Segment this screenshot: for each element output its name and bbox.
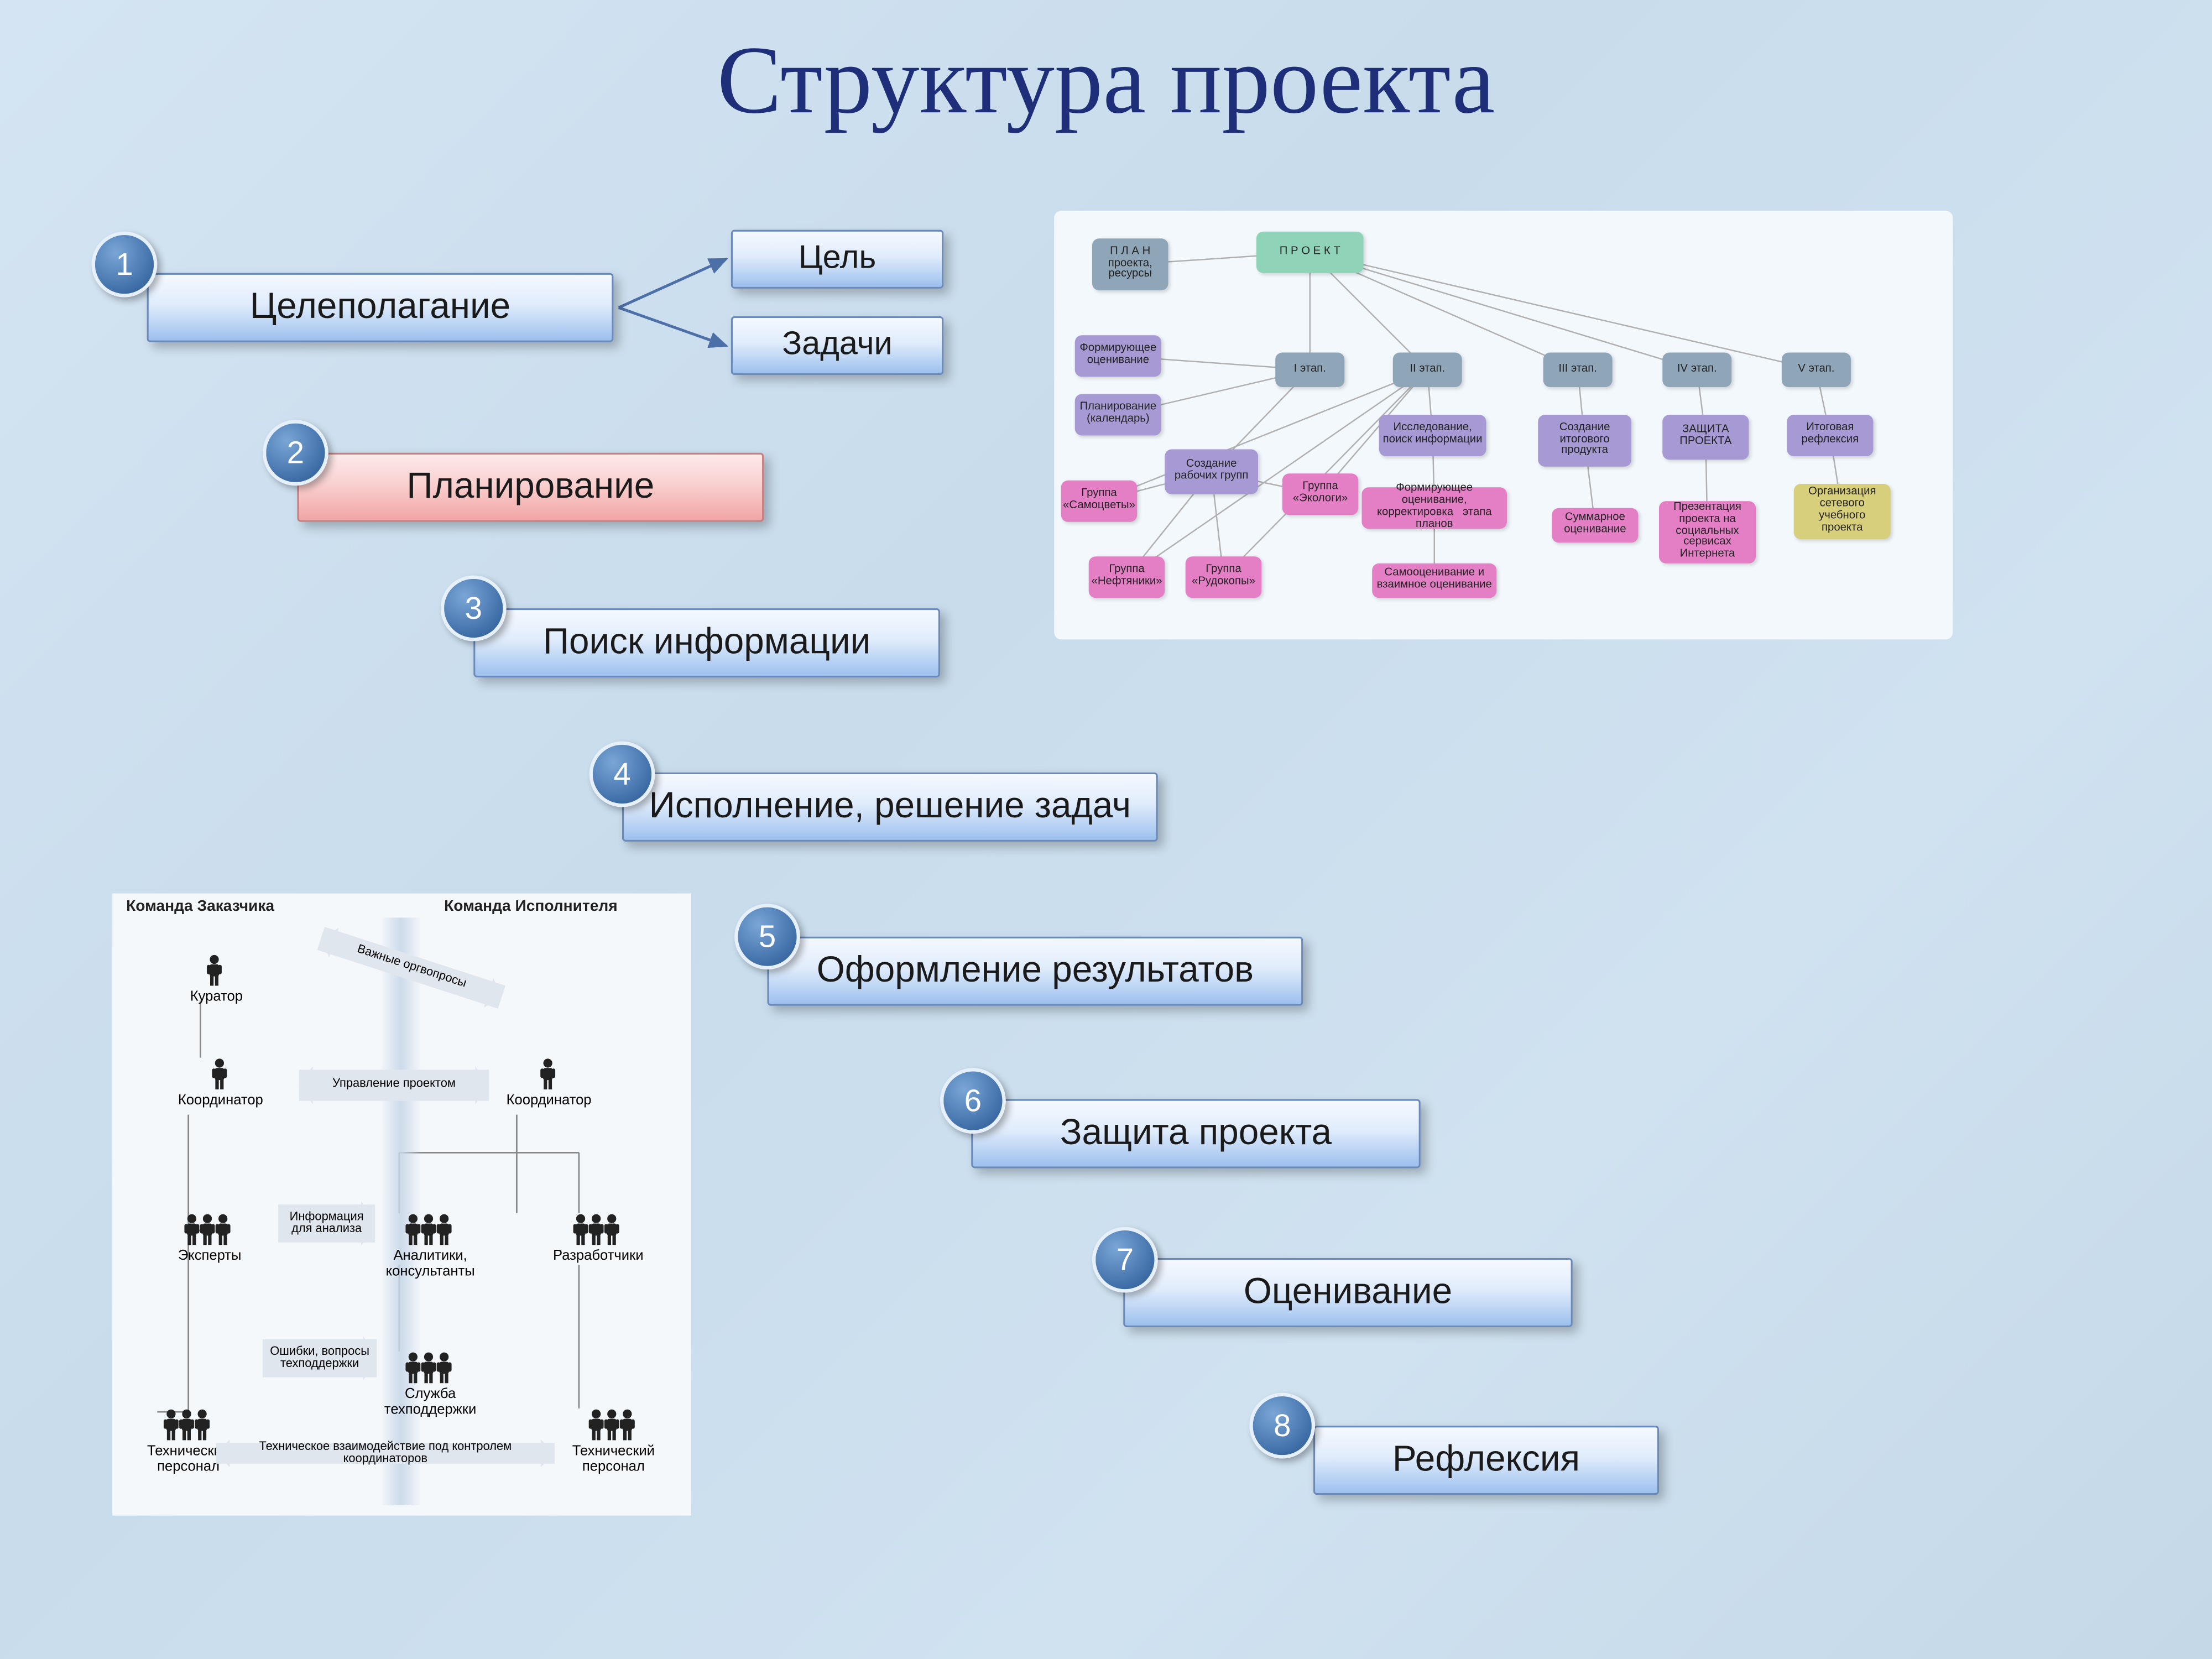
bl-role-experts: Эксперты <box>178 1213 242 1265</box>
tr-node-self: Самооценивание и взаимное оценивание <box>1372 564 1496 598</box>
tr-node-def: ЗАЩИТА ПРОЕКТА <box>1662 415 1749 460</box>
tr-node-plan2: Планирование (календарь) <box>1075 394 1161 436</box>
slide-root: Структура проекта 1Целеполагание2Планиро… <box>0 0 2212 1659</box>
bl-arrow: Техническое взаимодействие под контролем… <box>216 1443 555 1464</box>
step-box-5: Оформление результатов <box>768 937 1303 1006</box>
bl-header-0: Команда Заказчика <box>126 897 274 914</box>
bl-arrow: Управление проектом <box>299 1070 489 1100</box>
step-box-7: Оценивание <box>1123 1258 1573 1327</box>
mini-diagram-top-right: П Л А Н проекта, ресурсы П Р О Е К Т Форми… <box>1054 211 1953 639</box>
bl-role-curator: Куратор <box>190 954 243 1005</box>
tr-node-create: Создание рабочих групп <box>1165 450 1258 494</box>
step-box-6: Защита проекта <box>971 1099 1421 1168</box>
bl-arrow: Ошибки, вопросы техподдержки <box>263 1339 377 1378</box>
tr-node-proj: П Р О Е К Т <box>1256 232 1364 273</box>
step-circle-8: 8 <box>1249 1393 1315 1459</box>
bl-header-1: Команда Исполнителя <box>444 897 618 914</box>
bl-role-tech2: Технический персонал <box>558 1408 669 1474</box>
bl-role-coord1: Координатор <box>178 1058 263 1109</box>
bl-role-coord2: Координатор <box>507 1058 592 1109</box>
step-circle-1: 1 <box>92 232 158 298</box>
step-circle-2: 2 <box>263 420 328 486</box>
tr-node-e5: V этап. <box>1782 353 1851 388</box>
tr-node-e3: III этап. <box>1543 353 1613 388</box>
tr-node-grp4: Группа «Рудокопы» <box>1186 556 1262 598</box>
step-box-4: Исполнение, решение задач <box>622 773 1158 842</box>
tr-node-e2: II этап. <box>1393 353 1462 388</box>
tr-node-form: Формирующее оценивание <box>1075 335 1161 377</box>
tr-node-formcor: Формирующее оценивание, корректировка эт… <box>1362 487 1507 529</box>
bl-arrow: Информация для анализа <box>278 1204 375 1243</box>
branch-box-1: Задачи <box>731 316 943 375</box>
tr-node-pres: Презентация проекта на социальных сервис… <box>1659 501 1756 564</box>
step-circle-6: 6 <box>940 1068 1006 1134</box>
tr-node-e4: IV этап. <box>1662 353 1731 388</box>
bl-role-analit: Аналитики, консультанты <box>375 1213 486 1279</box>
tr-node-research: Исследование, поиск информации <box>1379 415 1486 456</box>
tr-node-org: Организация сетевого учебного проекта <box>1794 484 1891 539</box>
step-box-2: Планирование <box>298 453 764 522</box>
step-circle-5: 5 <box>734 904 800 969</box>
step-box-3: Поиск информации <box>473 608 940 677</box>
step-box-1: Целеполагание <box>147 273 614 342</box>
tr-node-grp2: Группа «Экологи» <box>1282 473 1359 515</box>
tr-node-grp1: Группа «Самоцветы» <box>1061 481 1138 522</box>
bl-role-dev: Разработчики <box>553 1213 644 1265</box>
step-circle-3: 3 <box>441 576 507 641</box>
bl-role-support: Служба техподдержки <box>375 1352 486 1417</box>
tr-node-plan: П Л А Н проекта, ресурсы <box>1092 238 1168 290</box>
tr-node-e1: I этап. <box>1275 353 1344 388</box>
tr-node-sum: Суммарное оценивание <box>1552 508 1638 543</box>
step-box-8: Рефлексия <box>1313 1426 1659 1495</box>
step-circle-7: 7 <box>1092 1227 1158 1293</box>
tr-node-grp3: Группа «Нефтяники» <box>1089 556 1165 598</box>
mini-diagram-bottom-left: Команда Заказчика Команда Исполнителя Кура… <box>112 894 691 1516</box>
step-circle-4: 4 <box>589 742 655 807</box>
branch-box-0: Цель <box>731 230 943 289</box>
tr-node-itog: Итоговая рефлексия <box>1787 415 1873 456</box>
tr-node-prod: Создание итогового продукта <box>1538 415 1631 467</box>
